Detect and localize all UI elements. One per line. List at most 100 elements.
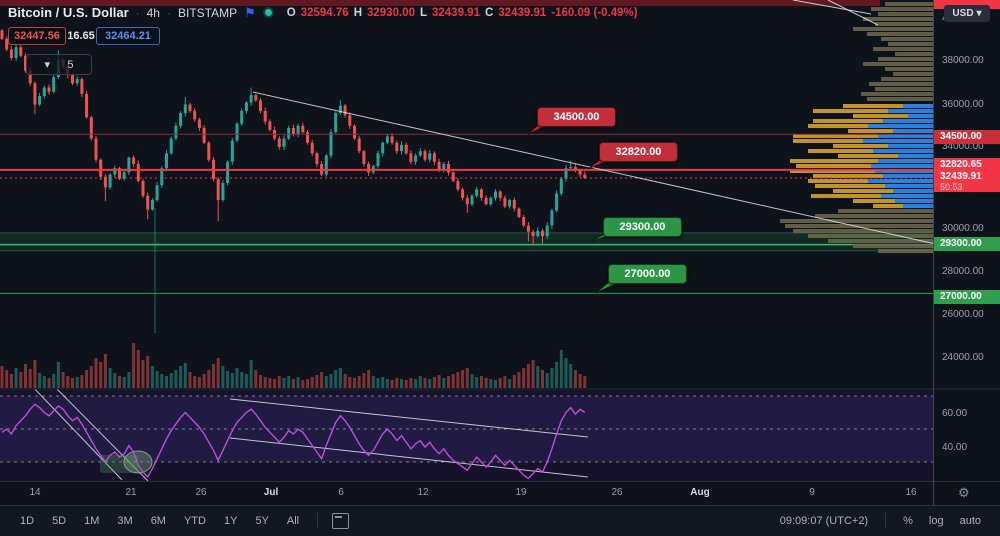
volume-bar xyxy=(508,379,512,388)
volume-bar xyxy=(531,360,535,388)
volume-bar xyxy=(475,377,479,388)
price-tick-60.00: 60.00 xyxy=(942,408,968,419)
trendline[interactable] xyxy=(827,0,879,26)
price-callout-27000.00[interactable]: 27000.00 xyxy=(608,264,687,284)
volume-profile-value-area-bar xyxy=(893,189,933,193)
price-axis[interactable]: 40000.0038000.0036000.0034000.0030000.00… xyxy=(933,0,1000,505)
candle-body xyxy=(475,189,479,196)
go-to-date-icon[interactable] xyxy=(332,513,350,529)
range-button-6M[interactable]: 6M xyxy=(150,515,166,527)
time-label-21: 21 xyxy=(125,487,137,498)
bid-price-button[interactable]: 32447.56 xyxy=(8,27,66,45)
rsi-trendline[interactable] xyxy=(229,437,589,478)
candle-body xyxy=(282,138,286,147)
volume-bar xyxy=(273,379,277,388)
volume-bar xyxy=(573,370,577,388)
volume-bar xyxy=(38,373,42,388)
price-tag-27000.00[interactable]: 27000.00 xyxy=(934,290,1000,304)
range-button-1M[interactable]: 1M xyxy=(84,515,100,527)
range-button-5D[interactable]: 5D xyxy=(52,515,67,527)
price-callout-29300.00[interactable]: 29300.00 xyxy=(603,217,682,237)
rsi-trendline[interactable] xyxy=(52,384,149,481)
candle-body xyxy=(99,159,103,177)
range-button-YTD[interactable]: YTD xyxy=(183,515,206,527)
rsi-trendline[interactable] xyxy=(30,384,123,481)
log-scale-button[interactable]: log xyxy=(928,515,944,527)
clock-label[interactable]: 09:09:07 (UTC+2) xyxy=(779,515,869,527)
rsi-highlight-ellipse[interactable] xyxy=(123,450,153,474)
price-tag-32820.65[interactable]: 32820.65 xyxy=(934,158,1000,172)
volume-bar xyxy=(207,370,211,388)
range-button-5Y[interactable]: 5Y xyxy=(255,515,269,527)
volume-bar xyxy=(503,376,507,388)
volume-profile-bar xyxy=(828,239,933,243)
volume-bar xyxy=(545,373,549,388)
price-tag-34500.00[interactable]: 34500.00 xyxy=(934,130,1000,144)
candle-body xyxy=(89,117,93,139)
time-label-26: 26 xyxy=(195,487,207,498)
exchange-label[interactable]: BITSTAMP xyxy=(177,5,238,20)
volume-bar xyxy=(19,372,23,388)
gear-icon[interactable]: ⚙ xyxy=(958,485,970,500)
volume-profile-value-area-bar xyxy=(893,129,933,133)
flag-icon[interactable]: ⚑ xyxy=(244,5,256,20)
volume-bar xyxy=(221,366,225,388)
range-button-1D[interactable]: 1D xyxy=(20,515,35,527)
price-callout-34500.00[interactable]: 34500.00 xyxy=(537,107,616,127)
volume-profile-bar xyxy=(833,189,893,193)
volume-bar xyxy=(348,377,352,388)
candle-body xyxy=(296,125,300,135)
candle-body xyxy=(343,105,347,116)
volume-bar xyxy=(362,373,366,388)
trendline[interactable] xyxy=(252,91,941,246)
volume-bar xyxy=(522,368,526,388)
indicators-collapse-button[interactable]: ▾ 5 xyxy=(26,54,92,75)
high-label: H xyxy=(353,6,362,19)
symbol-title[interactable]: Bitcoin / U.S. Dollar xyxy=(8,5,129,20)
rsi-trendline[interactable] xyxy=(229,398,589,438)
candle-body xyxy=(338,105,342,114)
range-button-3M[interactable]: 3M xyxy=(117,515,133,527)
volume-bar xyxy=(569,364,573,388)
trendline[interactable] xyxy=(792,0,872,15)
volume-profile-bar xyxy=(843,104,903,108)
volume-profile-bar xyxy=(863,62,933,66)
volume-bar xyxy=(33,360,37,388)
volume-bar xyxy=(404,380,408,388)
volume-bar xyxy=(423,378,427,388)
price-tag-29300.00[interactable]: 29300.00 xyxy=(934,237,1000,251)
time-axis[interactable]: ⚙ 14 21 26 Jul 6 12 19 26 Aug 9 16 xyxy=(0,481,1000,505)
volume-bar xyxy=(235,368,239,388)
volume-bar xyxy=(75,377,79,388)
date-range-group: 1D 5D 1M 3M 6M YTD 1Y 5Y All xyxy=(12,512,350,530)
percent-scale-button[interactable]: % xyxy=(903,515,913,527)
volume-profile-bar xyxy=(881,37,933,41)
volume-profile-bar xyxy=(780,219,933,223)
toolbar-divider xyxy=(885,513,887,529)
price-tag-cutoff[interactable] xyxy=(934,0,1000,9)
candle-body xyxy=(508,200,512,207)
ask-price-button[interactable]: 32464.21 xyxy=(96,27,160,45)
range-button-1Y[interactable]: 1Y xyxy=(223,515,238,527)
volume-profile-bar xyxy=(813,174,883,178)
interval-label[interactable]: 4h xyxy=(146,5,160,20)
candle-body xyxy=(108,174,112,188)
auto-scale-button[interactable]: auto xyxy=(959,515,981,527)
volume-bar xyxy=(320,372,324,388)
range-button-All[interactable]: All xyxy=(286,515,300,527)
volume-bar xyxy=(414,379,418,388)
currency-toggle-button[interactable]: USD ▾ xyxy=(944,5,990,22)
volume-bar xyxy=(385,379,389,388)
volume-profile-value-area-bar xyxy=(863,139,933,143)
rsi-highlight-rect[interactable] xyxy=(100,455,138,473)
market-status-icon[interactable] xyxy=(262,7,274,18)
price-tag-32439.91[interactable]: 32439.91 50:53 xyxy=(934,172,1000,192)
candle-body xyxy=(277,138,281,147)
time-label-Jul: Jul xyxy=(263,487,279,498)
candle-body xyxy=(414,155,418,162)
price-callout-32820.00[interactable]: 32820.00 xyxy=(599,142,678,162)
volume-profile-bar xyxy=(853,27,933,31)
candle-body xyxy=(578,170,582,175)
volume-bar xyxy=(306,379,309,388)
